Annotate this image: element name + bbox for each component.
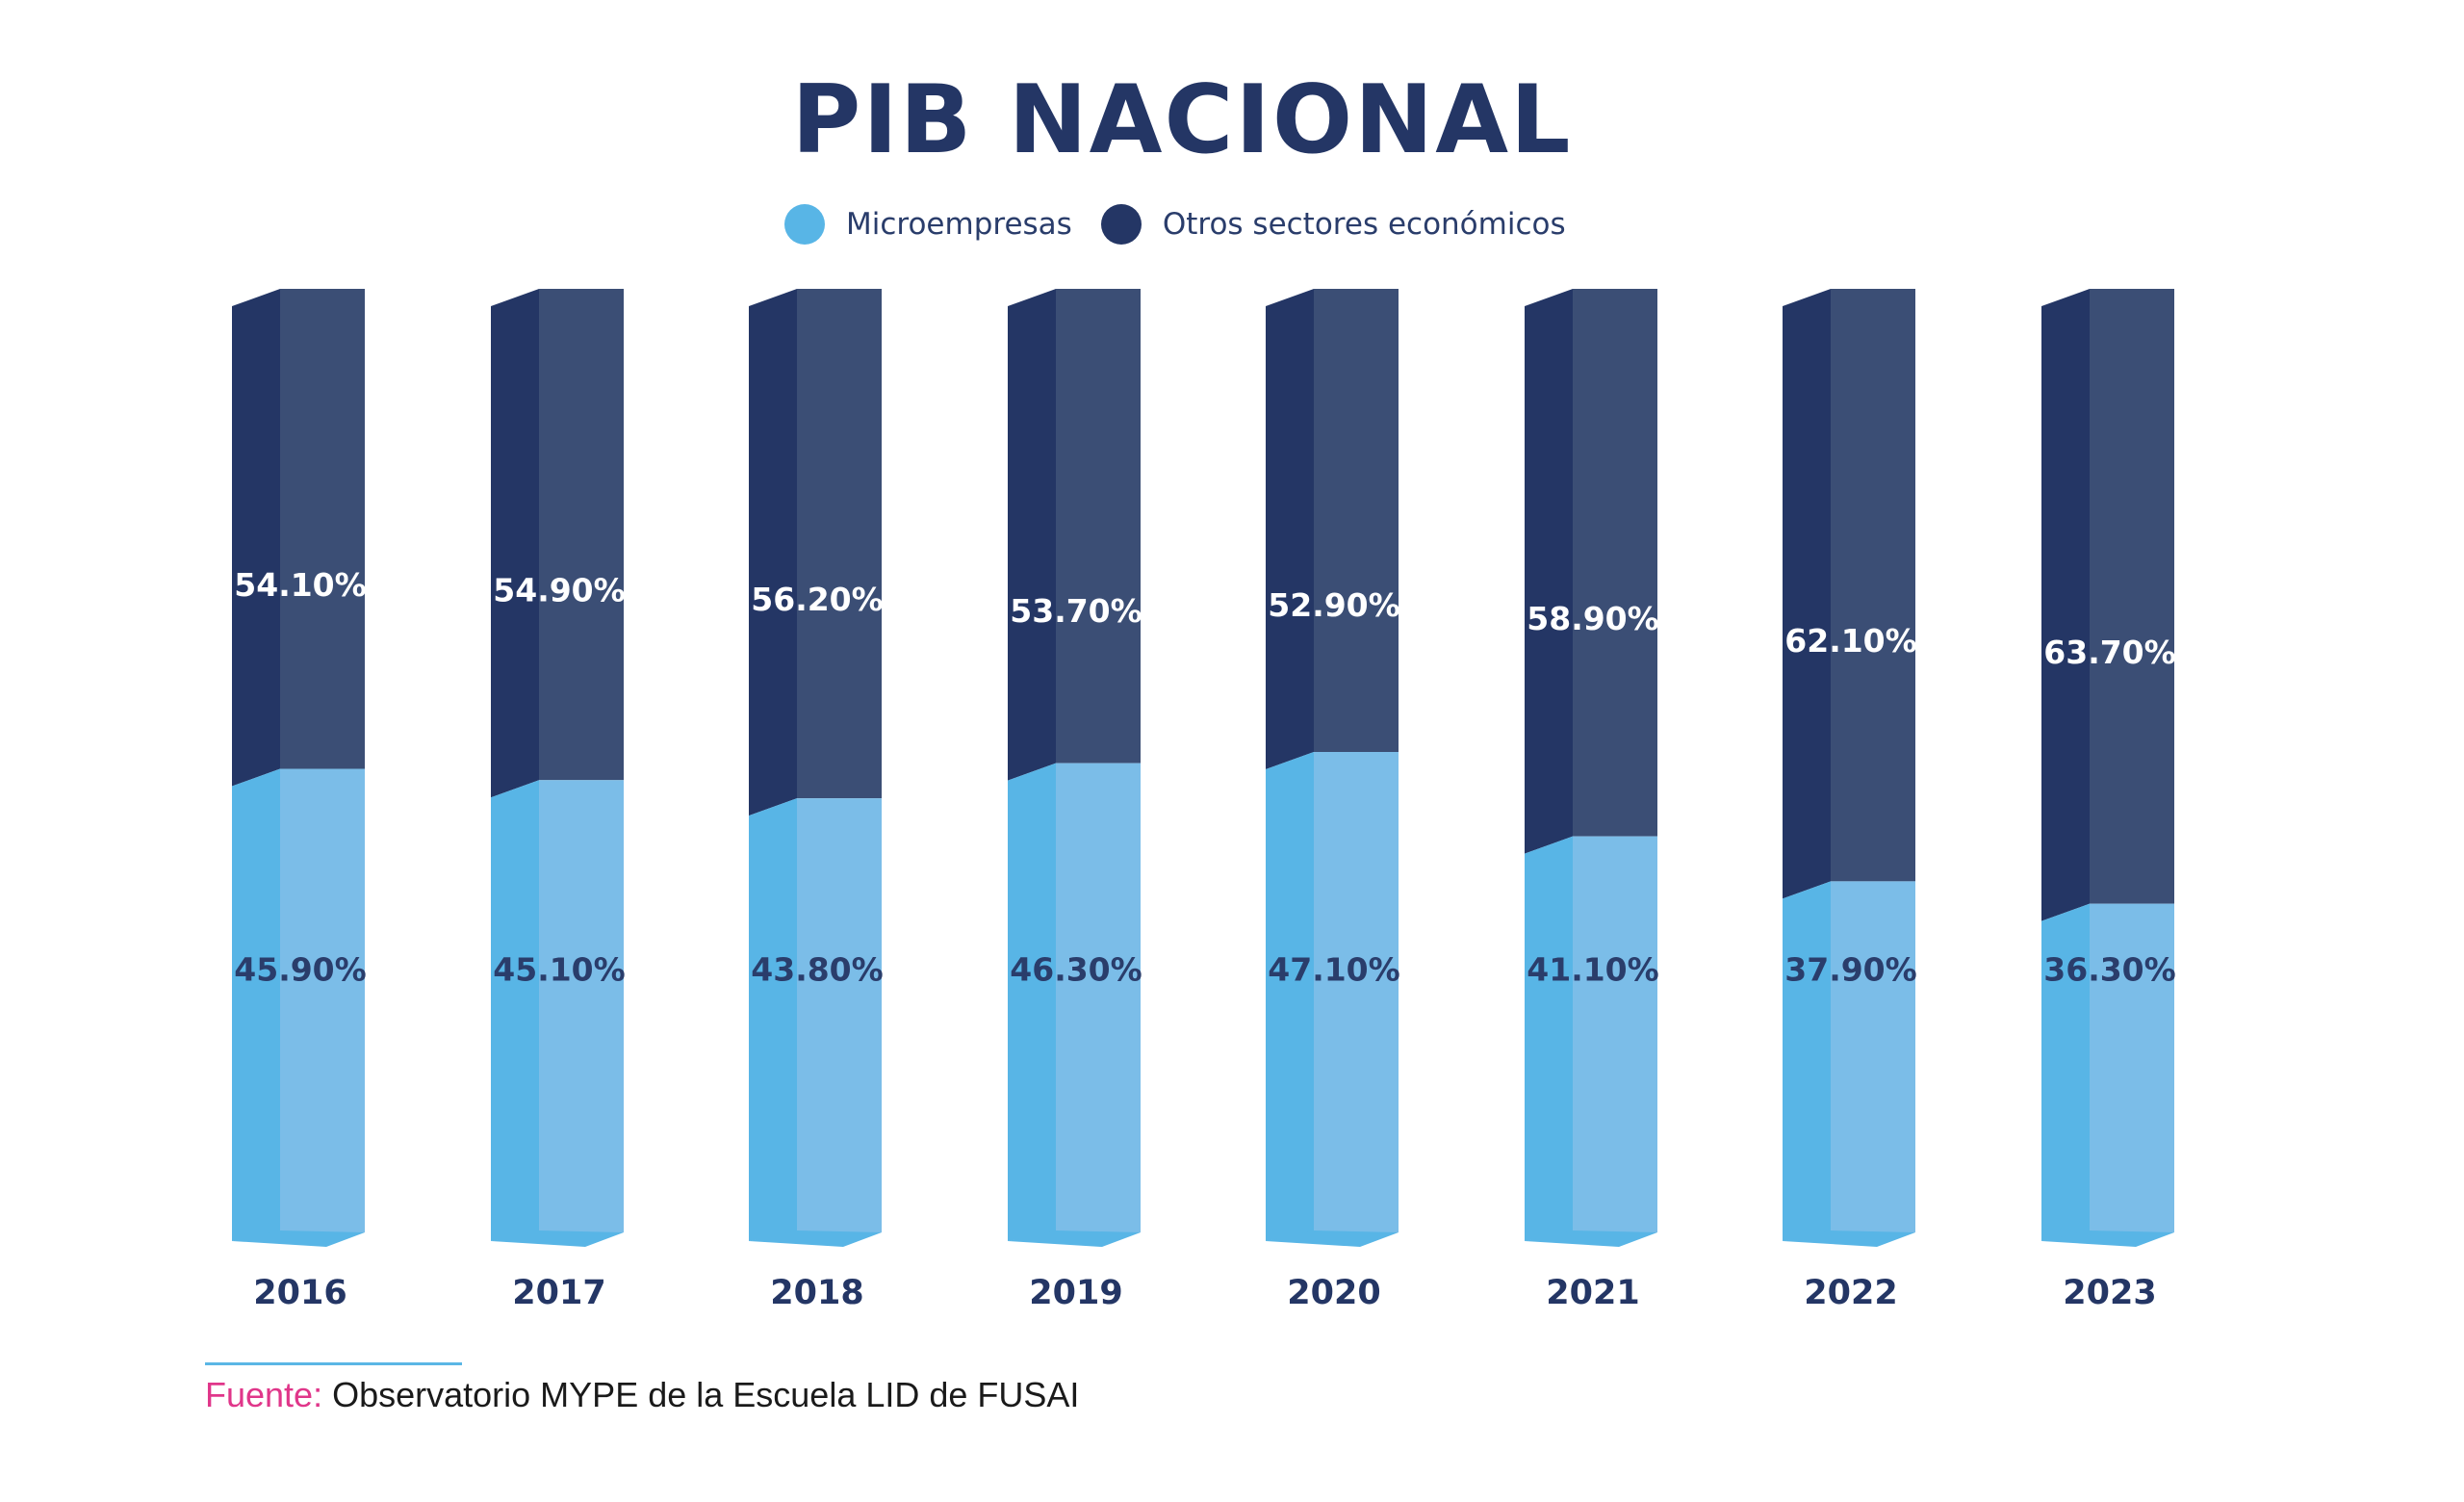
legend-swatch-otros-sectores: [1100, 204, 1142, 245]
bar-base-2023: [2041, 1230, 2174, 1247]
data-label-micro-2016: 45.90%: [234, 951, 366, 989]
data-label-micro-2022: 37.90%: [1784, 951, 1916, 989]
data-label-micro-2020: 47.10%: [1268, 951, 1399, 989]
data-label-otros-2020: 52.90%: [1268, 586, 1399, 624]
bar-otros-front-2023: [2041, 289, 2090, 921]
bar-otros-side-2018: [797, 289, 882, 799]
bar-micro-front-2023: [2041, 903, 2090, 1241]
source-text: Observatorio MYPE de la Escuela LID de F…: [322, 1375, 1080, 1414]
bar-micro-front-2019: [1008, 763, 1056, 1241]
bar-micro-side-2019: [1056, 763, 1141, 1232]
data-label-otros-2018: 56.20%: [751, 581, 883, 618]
x-tick-label-2022: 2022: [1804, 1274, 1897, 1312]
data-label-otros-2022: 62.10%: [1784, 622, 1916, 660]
x-tick-label-2020: 2020: [1287, 1274, 1380, 1312]
bar-micro-side-2023: [2090, 903, 2174, 1232]
bar-micro-side-2017: [539, 780, 624, 1232]
bar-otros-front-2017: [491, 289, 539, 798]
bar-base-2017: [491, 1230, 624, 1247]
bar-otros-front-2020: [1266, 289, 1314, 769]
data-label-micro-2023: 36.30%: [2043, 951, 2175, 989]
bar-micro-side-2018: [797, 798, 882, 1232]
bar-otros-side-2022: [1831, 289, 1915, 882]
bar-otros-front-2019: [1008, 289, 1056, 781]
bar-otros-side-2017: [539, 289, 624, 781]
legend-label-microempresas: Microempresas: [846, 207, 1072, 242]
bar-otros-side-2020: [1314, 289, 1399, 752]
bar-micro-front-2022: [1783, 881, 1831, 1241]
bar-micro-front-2017: [491, 780, 539, 1241]
data-label-otros-2023: 63.70%: [2043, 634, 2175, 671]
bar-base-2022: [1783, 1230, 1915, 1247]
source-note: Fuente: Observatorio MYPE de la Escuela …: [205, 1375, 1079, 1415]
x-tick-label-2021: 2021: [1546, 1274, 1639, 1312]
legend-item-microempresas: Microempresas: [784, 204, 1072, 245]
data-label-micro-2017: 45.10%: [493, 951, 625, 989]
chart-title: PIB NACIONAL: [791, 65, 1573, 175]
bar-base-2019: [1008, 1230, 1141, 1247]
x-tick-label-2017: 2017: [512, 1274, 605, 1312]
x-tick-label-2023: 2023: [2063, 1274, 2156, 1312]
data-label-micro-2018: 43.80%: [751, 951, 883, 989]
bar-otros-side-2016: [280, 289, 365, 769]
legend-item-otros-sectores: Otros sectores económicos: [1100, 204, 1566, 245]
bar-micro-front-2016: [232, 768, 280, 1241]
bar-micro-side-2021: [1573, 836, 1657, 1232]
data-label-micro-2021: 41.10%: [1527, 951, 1658, 989]
x-tick-label-2016: 2016: [253, 1274, 346, 1312]
bar-otros-front-2018: [749, 289, 797, 816]
bar-micro-side-2016: [280, 768, 365, 1232]
data-label-otros-2017: 54.90%: [493, 572, 625, 609]
bar-otros-front-2021: [1525, 289, 1573, 854]
bar-micro-front-2018: [749, 798, 797, 1241]
bar-base-2016: [232, 1230, 365, 1247]
bar-micro-side-2022: [1831, 881, 1915, 1232]
legend-swatch-microempresas: [784, 204, 825, 245]
source-divider: [205, 1362, 462, 1365]
bar-base-2018: [749, 1230, 882, 1247]
data-label-otros-2019: 53.70%: [1010, 592, 1142, 630]
bar-micro-front-2020: [1266, 752, 1314, 1241]
bar-otros-side-2023: [2090, 289, 2174, 904]
bar-otros-front-2016: [232, 289, 280, 787]
data-label-otros-2021: 58.90%: [1527, 600, 1658, 637]
source-label: Fuente:: [205, 1375, 323, 1414]
bar-micro-side-2020: [1314, 752, 1399, 1232]
x-tick-label-2018: 2018: [770, 1274, 863, 1312]
bar-otros-front-2022: [1783, 289, 1831, 899]
bar-otros-side-2021: [1573, 289, 1657, 837]
bar-otros-side-2019: [1056, 289, 1141, 764]
x-tick-label-2019: 2019: [1029, 1274, 1122, 1312]
bar-base-2021: [1525, 1230, 1657, 1247]
bar-base-2020: [1266, 1230, 1399, 1247]
legend: Microempresas Otros sectores económicos: [784, 200, 1595, 248]
bar-micro-front-2021: [1525, 836, 1573, 1241]
data-label-micro-2019: 46.30%: [1010, 951, 1142, 989]
data-label-otros-2016: 54.10%: [234, 566, 366, 604]
legend-label-otros-sectores: Otros sectores económicos: [1162, 207, 1566, 242]
